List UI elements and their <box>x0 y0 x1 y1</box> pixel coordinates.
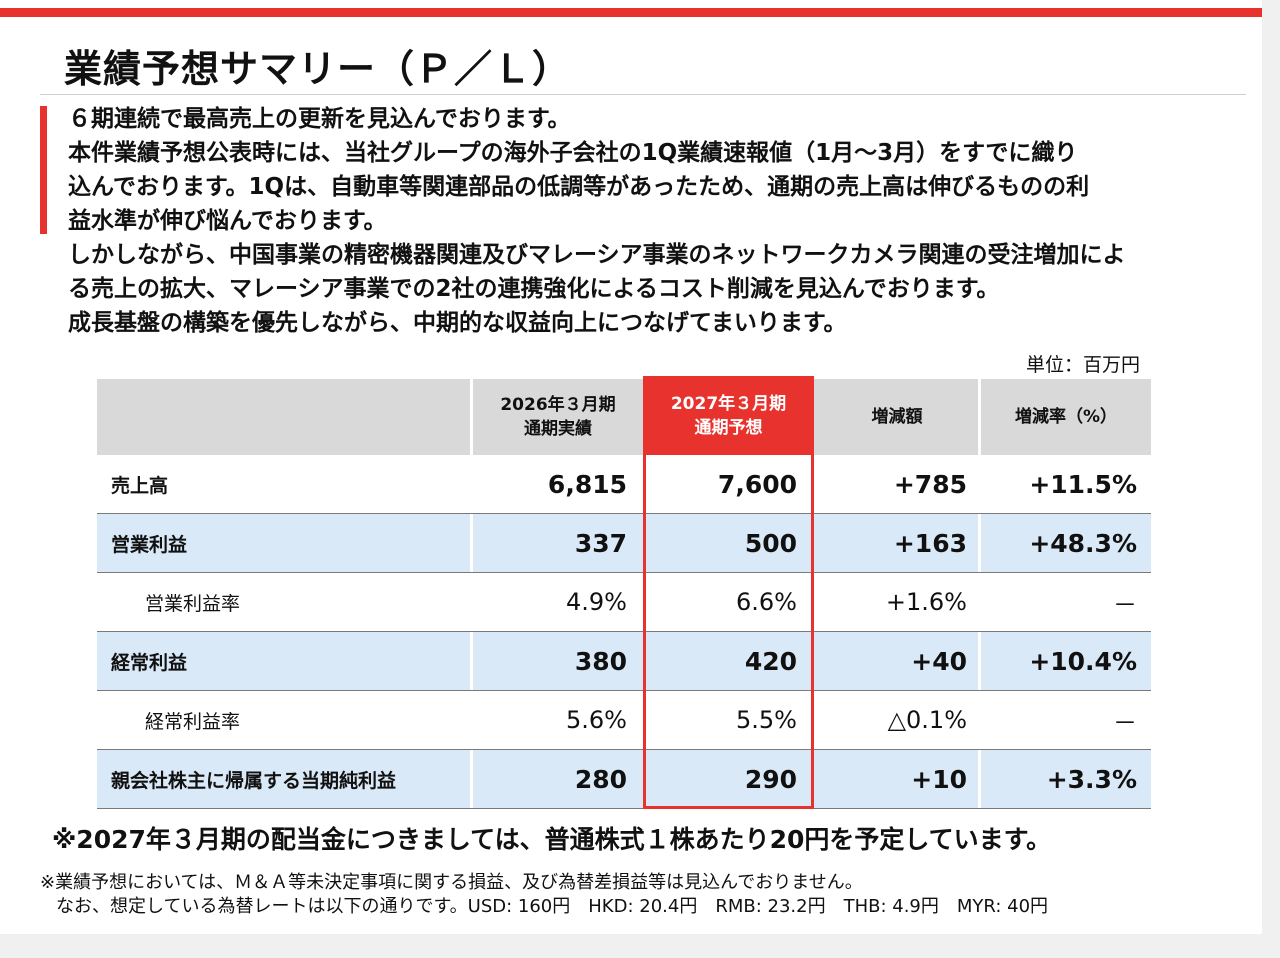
row-label: 経常利益 <box>111 651 188 674</box>
intro-line: 成長基盤の構築を優先しながら、中期的な収益向上につなげてまいります。 <box>68 310 847 336</box>
column-separator <box>978 632 981 690</box>
intro-line: ６期連続で最高売上の更新を見込んでおります。 <box>68 106 571 132</box>
intro-line: しかしながら、中国事業の精密機器関連及びマレーシア事業のネットワークカメラ関連の… <box>68 242 1126 268</box>
top-accent-bar <box>0 8 1262 17</box>
value-fy2027: 500 <box>744 528 797 558</box>
value-rate: +11.5% <box>1029 469 1137 499</box>
intro-text: ６期連続で最高売上の更新を見込んでおります。 本件業績予想公表時には、当社グルー… <box>68 102 1248 340</box>
value-rate: +3.3% <box>1046 764 1137 794</box>
forecast-column-header: 2027年３月期 通期予想 <box>643 376 814 455</box>
dividend-note: ※2027年３月期の配当金につきましては、普通株式１株あたり20円を予定していま… <box>52 825 1052 854</box>
intro-accent-bar <box>40 106 47 234</box>
table-row: 経常利益 380 420 +40 +10.4% <box>97 632 1151 691</box>
header-change-rate: 増減率（%） <box>981 379 1151 455</box>
table-header-row: 2026年３月期 通期実績 増減額 増減率（%） <box>97 379 1151 455</box>
row-label: 売上高 <box>111 474 169 497</box>
frame-bottom-edge <box>0 934 1280 958</box>
table-row: 売上高 6,815 7,600 +785 +11.5% <box>97 455 1151 514</box>
header-line: 2026年３月期 <box>500 395 616 415</box>
value-fy2026: 5.6% <box>566 706 627 734</box>
value-fy2026: 337 <box>574 528 627 558</box>
row-label: 営業利益 <box>111 533 188 556</box>
value-fy2026: 280 <box>574 764 627 794</box>
row-label-text: 営業利益率 <box>145 592 241 615</box>
page-title: 業績予想サマリー（Ｐ／Ｌ） <box>64 47 572 91</box>
value-fy2027: 420 <box>744 646 797 676</box>
column-separator <box>470 632 473 690</box>
value-rate: +48.3% <box>1029 528 1137 558</box>
value-fy2026: 4.9% <box>566 588 627 616</box>
value-change: +1.6% <box>885 588 967 616</box>
table-row: 親会社株主に帰属する当期純利益 280 290 +10 +3.3% <box>97 750 1151 809</box>
row-label-text: 経常利益率 <box>145 710 241 733</box>
value-rate: － <box>1113 708 1137 737</box>
column-separator <box>978 379 981 455</box>
value-fy2026: 6,815 <box>547 469 627 499</box>
forecast-header-text: 2027年３月期 通期予想 <box>643 376 814 455</box>
value-change: +40 <box>911 646 967 676</box>
frame-right-edge <box>1262 0 1280 958</box>
value-rate: +10.4% <box>1029 646 1137 676</box>
value-change: +10 <box>911 764 967 794</box>
header-fy2026-actual: 2026年３月期 通期実績 <box>473 379 643 455</box>
row-label: 経常利益率 <box>97 691 469 749</box>
row-label: 親会社株主に帰属する当期純利益 <box>111 769 397 792</box>
row-label: 営業利益率 <box>97 573 469 631</box>
value-change: +785 <box>893 469 967 499</box>
column-separator <box>978 514 981 572</box>
value-fy2027: 5.5% <box>736 706 797 734</box>
header-line: 2027年３月期 <box>670 393 787 414</box>
header-change-amount: 増減額 <box>813 379 981 455</box>
column-separator <box>470 379 473 455</box>
value-fy2026: 380 <box>574 646 627 676</box>
footnote: ※業績予想においては、Ｍ＆Ａ等未決定事項に関する損益、及び為替差損益等は見込んで… <box>40 872 863 893</box>
column-separator <box>978 750 981 808</box>
header-line: 増減率（%） <box>1014 407 1118 427</box>
intro-line: る売上の拡大、マレーシア事業での2社の連携強化によるコスト削減を見込んでおります… <box>68 276 1000 302</box>
header-blank-cell <box>97 379 473 455</box>
footnote-exchange-rates: なお、想定している為替レートは以下の通りです。USD: 160円 HKD: 20… <box>56 896 1049 917</box>
value-fy2027: 6.6% <box>736 588 797 616</box>
value-rate: － <box>1113 590 1137 619</box>
column-separator <box>470 750 473 808</box>
table-row: 営業利益 337 500 +163 +48.3% <box>97 514 1151 573</box>
table-row: 経常利益率 5.6% 5.5% △0.1% － <box>97 691 1151 750</box>
value-fy2027: 290 <box>744 764 797 794</box>
header-line: 通期実績 <box>524 419 592 439</box>
intro-line: 込んでおります。1Qは、自動車等関連部品の低調等があったため、通期の売上高は伸び… <box>68 174 1090 200</box>
intro-line: 益水準が伸び悩んでおります。 <box>68 208 387 234</box>
unit-label: 単位：百万円 <box>1025 354 1140 376</box>
header-line: 通期予想 <box>694 417 763 438</box>
header-line: 増減額 <box>871 407 923 427</box>
value-change: +163 <box>893 528 967 558</box>
intro-line: 本件業績予想公表時には、当社グループの海外子会社の1Q業績速報値（1月～3月）を… <box>68 140 1078 166</box>
value-change: △0.1% <box>887 706 967 734</box>
title-divider <box>40 94 1246 95</box>
table-row: 営業利益率 4.9% 6.6% +1.6% － <box>97 573 1151 632</box>
value-fy2027: 7,600 <box>717 469 797 499</box>
column-separator <box>470 514 473 572</box>
